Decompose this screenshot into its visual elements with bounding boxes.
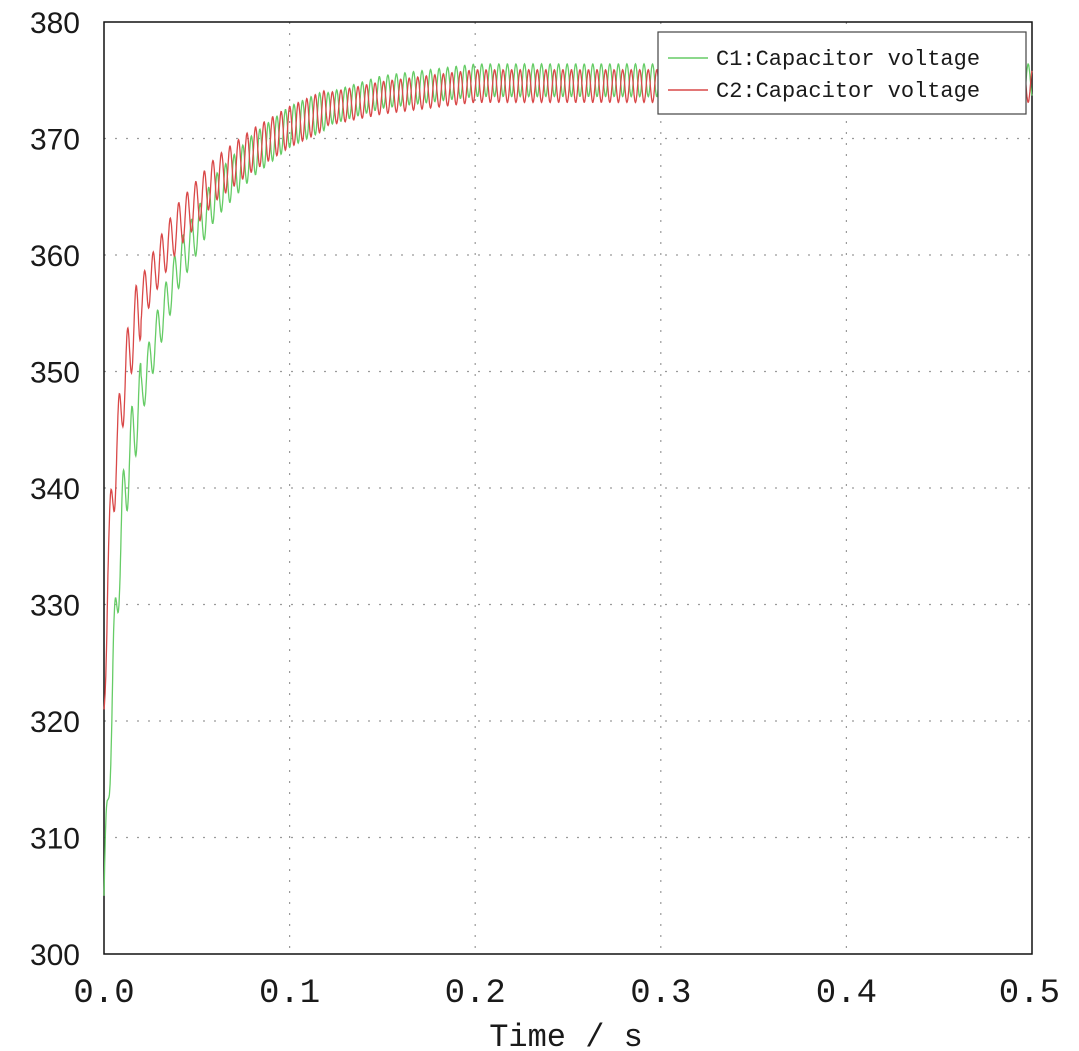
legend-entry: C1:Capacitor voltage xyxy=(716,47,980,72)
y-axis-tick-labels: 300 310 320 330 340 350 360 370 380 xyxy=(30,7,80,972)
series-line-c1 xyxy=(103,62,1033,896)
legend-entry: C2:Capacitor voltage xyxy=(716,79,980,104)
y-tick-label: 370 xyxy=(30,124,80,157)
y-tick-label: 320 xyxy=(30,706,80,739)
x-tick-label: 0.2 xyxy=(445,975,506,1013)
y-tick-label: 350 xyxy=(30,357,80,390)
y-tick-label: 310 xyxy=(30,823,80,856)
series-line-c2 xyxy=(103,68,1033,710)
x-axis-label: Time / s xyxy=(489,1019,643,1051)
legend: C1:Capacitor voltage C2:Capacitor voltage xyxy=(657,31,1027,115)
y-tick-label: 380 xyxy=(30,7,80,40)
y-tick-label: 340 xyxy=(30,473,80,506)
x-tick-label: 0.4 xyxy=(816,975,877,1013)
y-tick-label: 300 xyxy=(30,939,80,972)
legend-box xyxy=(657,31,1027,115)
x-tick-label: 0.1 xyxy=(259,975,320,1013)
x-tick-label: 0.3 xyxy=(630,975,691,1013)
x-tick-label: 0.0 xyxy=(73,975,134,1013)
y-tick-label: 330 xyxy=(30,590,80,623)
series-layer xyxy=(103,62,1033,896)
x-tick-label: 0.5 xyxy=(999,975,1060,1013)
plot-frame xyxy=(103,21,1033,955)
x-axis-tick-labels: 0.0 0.1 0.2 0.3 0.4 0.5 xyxy=(73,975,1060,1013)
y-tick-label: 360 xyxy=(30,240,80,273)
grid-lines xyxy=(104,22,1032,954)
